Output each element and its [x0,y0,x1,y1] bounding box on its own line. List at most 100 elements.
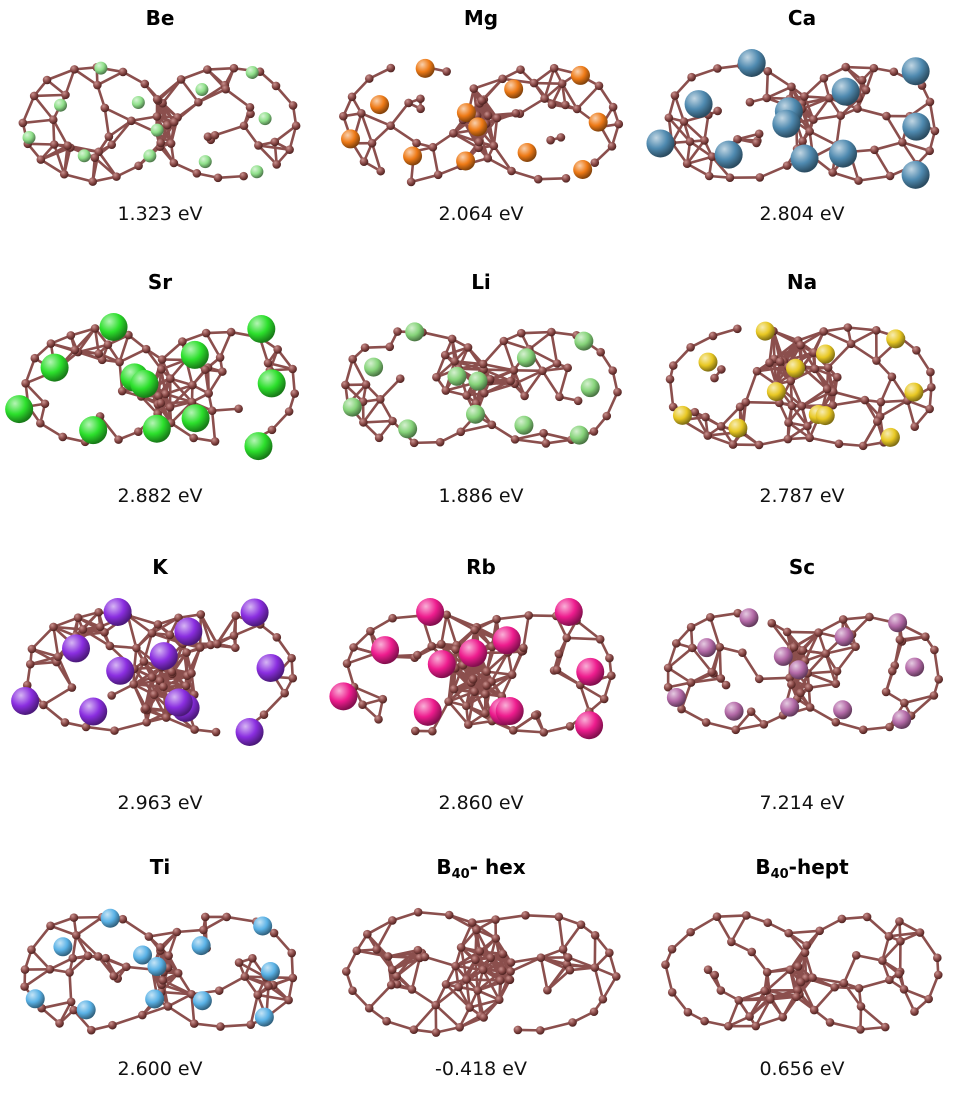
bond [70,972,72,1001]
bond [789,931,820,933]
boron-atom [358,700,367,709]
boron-atom [436,438,445,447]
boron-atom [470,687,479,696]
boron-atom [701,413,710,422]
boron-atom [469,84,478,93]
boron-atom [729,440,738,449]
boron-atom [140,80,149,89]
boron-atom [512,109,521,118]
panel-title: B40-hept [642,855,962,879]
panel-energy: 0.656 eV [642,1057,962,1081]
bond [824,331,851,343]
bond [515,439,546,443]
bond [720,647,721,678]
boron-atom [432,1028,441,1037]
boron-atom [798,137,807,146]
panel-energy: -0.418 eV [321,1057,641,1081]
boron-atom [462,702,471,711]
bond [425,957,456,966]
boron-atom [26,660,35,669]
boron-atom [216,1022,225,1031]
boron-atom [767,619,776,628]
boron-atom [890,67,899,76]
boron-atom [731,725,740,734]
boron-atom [246,1020,255,1029]
dopant-atom [182,404,210,432]
boron-atom [760,720,769,729]
boron-atom [808,973,817,982]
boron-atom [872,356,881,365]
boron-atom [386,121,395,130]
boron-atom [107,140,116,149]
boron-atom [450,685,459,694]
boron-atom [376,167,385,176]
bond [746,371,757,402]
bond [112,1015,142,1025]
boron-atom [506,967,515,976]
boron-atom [784,435,793,444]
boron-atom [786,965,795,974]
boron-atom [190,725,199,734]
bond [504,341,514,370]
panel-title: Ca [642,6,962,30]
boron-atom [49,623,58,632]
boron-atom [153,112,162,121]
boron-atom [239,172,248,181]
boron-atom [432,373,441,382]
boron-atom [855,984,864,993]
boron-atom [359,418,368,427]
boron-atom [888,373,897,382]
boron-atom [50,140,59,149]
boron-atom [547,328,556,337]
boron-atom [700,136,709,145]
bond [541,958,547,991]
boron-atom [806,703,815,712]
dopant-atom [589,113,608,132]
dopant-atom [517,348,536,367]
boron-atom [832,679,841,688]
boron-atom [820,74,829,83]
dopant-atom [364,358,383,377]
boron-atom [138,1011,147,1020]
boron-atom [254,141,263,150]
boron-atom [194,98,203,107]
dopant-atom [11,687,39,715]
boron-atom [28,645,37,654]
dopant-atom [504,80,523,99]
boron-atom [885,932,894,941]
boron-atom [709,332,718,341]
dopant-atom [767,382,786,401]
dopant-atom [101,909,120,928]
boron-atom [492,615,501,624]
boron-atom [378,695,387,704]
boron-atom [819,327,828,336]
boron-atom [798,402,807,411]
dopant-atom [667,688,686,707]
boron-atom [671,91,680,100]
dopant-atom [174,618,202,646]
dopant-atom [816,345,835,364]
panel-energy: 2.064 eV [321,202,641,226]
boron-atom [464,343,473,352]
boron-atom [167,139,176,148]
boron-atom [68,954,77,963]
boron-atom [110,726,119,735]
boron-atom [159,682,168,691]
boron-atom [101,954,110,963]
boron-atom [114,435,123,444]
boron-atom [480,389,489,398]
boron-atom [94,608,103,617]
boron-atom [796,341,805,350]
boron-atom [926,368,935,377]
boron-atom [900,699,909,708]
boron-atom [67,997,76,1006]
boron-atom [797,978,806,987]
boron-atom [177,75,186,84]
boron-atom [363,930,372,939]
dopant-atom [573,160,592,179]
boron-atom [357,109,366,118]
boron-atom [112,172,121,181]
panel-title: K [0,555,320,579]
bond [934,650,938,679]
